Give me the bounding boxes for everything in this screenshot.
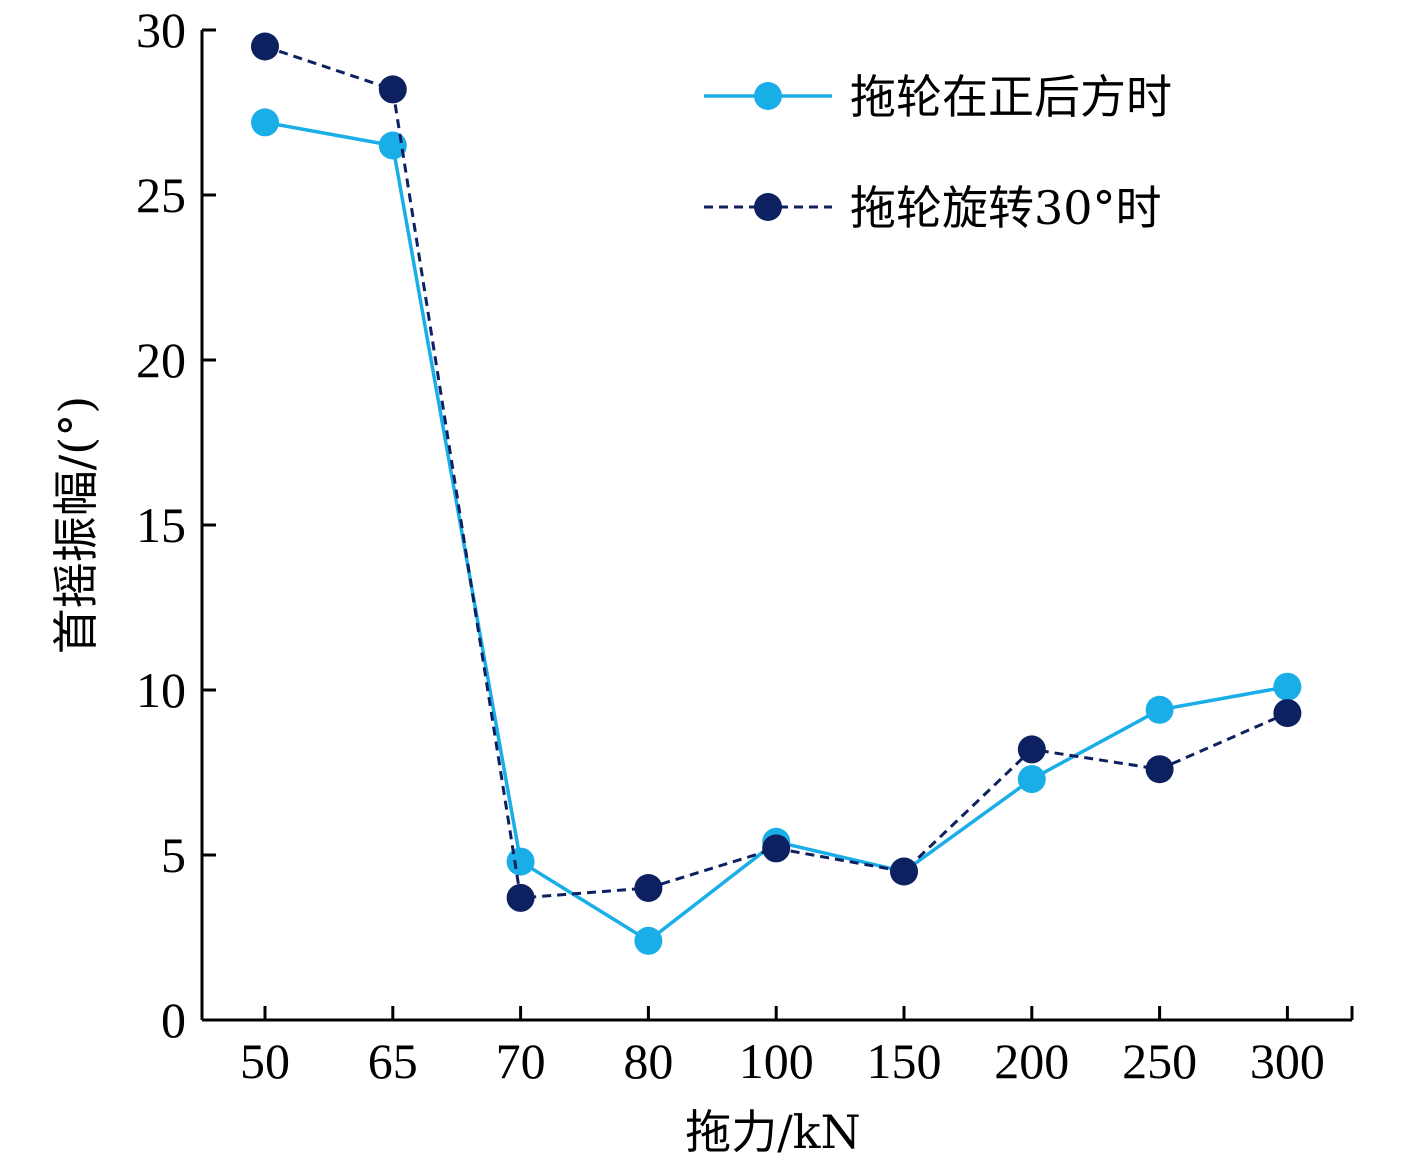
legend-label-series-2: 拖轮旋转30°时 — [850, 181, 1162, 235]
x-tick-label: 70 — [496, 1033, 546, 1089]
series-2-point — [251, 32, 279, 61]
series-2-point — [506, 883, 535, 912]
y-tick-label: 30 — [136, 2, 186, 58]
series-2-point — [1145, 755, 1174, 784]
series-1-point — [634, 926, 663, 955]
x-tick-label: 250 — [1122, 1033, 1197, 1089]
x-tick-label: 80 — [623, 1033, 673, 1089]
series-2-point — [634, 874, 663, 902]
y-tick-label: 20 — [136, 332, 186, 388]
y-tick-label: 5 — [161, 827, 186, 883]
series-1-point — [1017, 765, 1046, 794]
series-2-point — [762, 834, 791, 863]
series-1-point — [506, 847, 535, 876]
legend-item-series-2: 拖轮旋转30°时 — [704, 181, 1162, 235]
series-2-point — [378, 75, 407, 104]
series-2-point — [1273, 699, 1302, 728]
x-ticks: 50 65 70 80 100 150 200 250 300 — [240, 1006, 1354, 1089]
y-tick-label: 10 — [136, 662, 186, 718]
y-tick-label: 15 — [136, 497, 186, 553]
x-tick-label: 300 — [1250, 1033, 1325, 1089]
series-1-point — [1145, 695, 1174, 724]
legend: 拖轮在正后方时 拖轮旋转30°时 — [704, 70, 1172, 235]
y-axis-title: 首摇振幅/(°) — [49, 396, 103, 654]
x-tick-label: 150 — [867, 1033, 942, 1089]
legend-marker-series-2 — [754, 193, 782, 221]
series-layer — [251, 32, 1302, 955]
x-tick-label: 65 — [368, 1033, 418, 1089]
series-2-point — [1017, 735, 1046, 764]
y-ticks: 0 5 10 15 20 25 30 — [136, 2, 216, 1048]
series-line-2 — [264, 45, 1289, 900]
series-1-point — [251, 108, 279, 137]
series-2-point — [890, 857, 918, 886]
x-axis-title: 拖力/kN — [685, 1105, 861, 1158]
y-tick-label: 0 — [161, 992, 186, 1048]
axes — [200, 30, 1352, 1022]
series-1-point — [1273, 672, 1302, 701]
x-tick-label: 50 — [240, 1033, 290, 1089]
x-tick-label: 200 — [994, 1033, 1069, 1089]
legend-item-series-1: 拖轮在正后方时 — [704, 70, 1172, 124]
legend-label-series-1: 拖轮在正后方时 — [850, 70, 1172, 124]
y-tick-label: 25 — [136, 167, 186, 223]
legend-marker-series-1 — [754, 82, 782, 110]
x-tick-label: 100 — [739, 1033, 814, 1089]
